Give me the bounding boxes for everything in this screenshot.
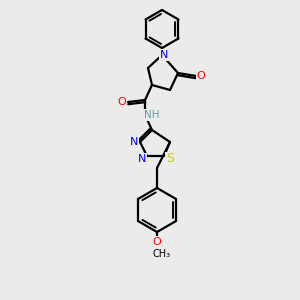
Text: S: S bbox=[166, 152, 174, 166]
Text: O: O bbox=[153, 237, 161, 247]
Text: N: N bbox=[130, 137, 138, 147]
Text: O: O bbox=[118, 97, 126, 107]
Text: NH: NH bbox=[144, 110, 160, 120]
Text: O: O bbox=[196, 71, 206, 81]
Text: CH₃: CH₃ bbox=[153, 249, 171, 259]
Text: N: N bbox=[160, 50, 168, 60]
Text: N: N bbox=[138, 154, 146, 164]
